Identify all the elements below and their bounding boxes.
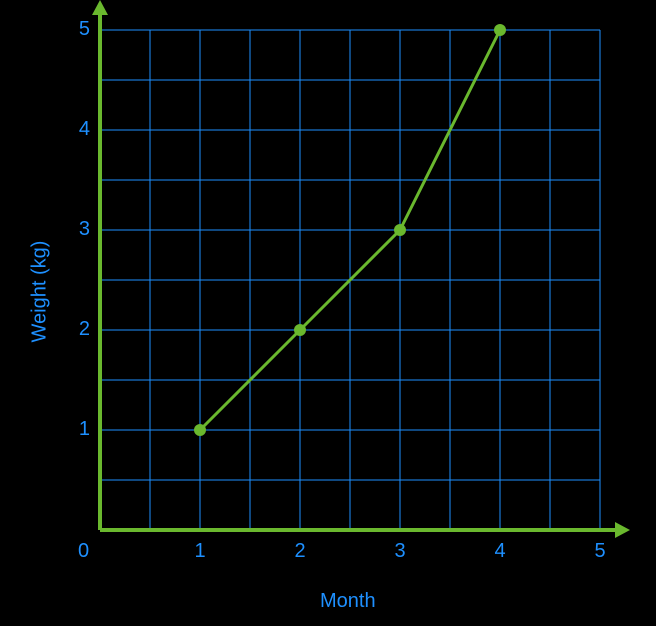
- x-axis-label: Month: [320, 590, 376, 613]
- x-tick-label: 5: [585, 540, 615, 563]
- y-tick-label: 3: [60, 218, 90, 241]
- y-tick-label: 1: [60, 418, 90, 441]
- chart-container: Weight (kg) Month 0 1 2 3 4 5 1 2 3 4 5: [0, 0, 656, 626]
- y-tick-label: 5: [60, 18, 90, 41]
- y-axis-label: Weight (kg): [29, 232, 52, 352]
- origin-label: 0: [78, 540, 89, 563]
- x-tick-label: 1: [185, 540, 215, 563]
- x-tick-label: 3: [385, 540, 415, 563]
- x-tick-label: 4: [485, 540, 515, 563]
- y-tick-label: 4: [60, 118, 90, 141]
- chart-svg: [0, 0, 656, 626]
- x-tick-label: 2: [285, 540, 315, 563]
- y-tick-label: 2: [60, 318, 90, 341]
